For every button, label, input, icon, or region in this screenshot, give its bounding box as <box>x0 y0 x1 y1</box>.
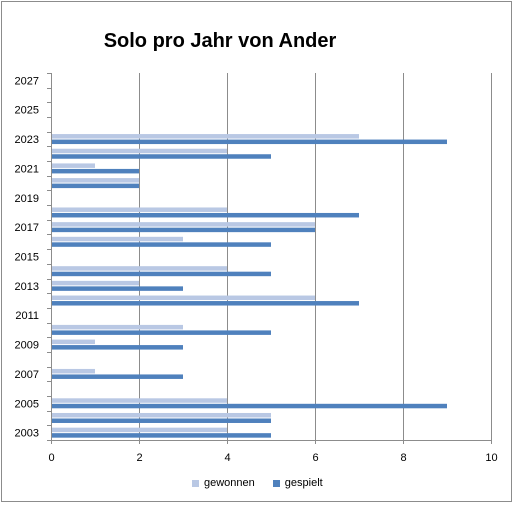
bar-gewonnen-2003 <box>52 427 227 433</box>
bars <box>52 134 447 438</box>
bar-gewonnen-2018 <box>52 207 227 212</box>
x-tick-label-10: 10 <box>485 452 497 464</box>
x-tick-label-6: 6 <box>312 452 318 464</box>
bar-gespielt-2003 <box>52 433 271 438</box>
legend: gewonnen gespielt <box>192 477 323 489</box>
bar-gewonnen-2022 <box>52 148 227 154</box>
bar-gewonnen-2020 <box>52 178 139 183</box>
bar-gewonnen-2004 <box>52 412 271 418</box>
bar-gewonnen-2014 <box>52 266 227 271</box>
y-tick-label-2009: 2009 <box>15 340 39 352</box>
bar-gewonnen-2016 <box>52 236 183 242</box>
bar-gespielt-2023 <box>52 139 447 145</box>
bar-gespielt-2005 <box>52 403 447 409</box>
y-tick-label-2013: 2013 <box>15 281 39 293</box>
x-tick-label-0: 0 <box>48 452 54 464</box>
legend-swatch-gewonnen <box>192 479 199 487</box>
bar-gespielt-2017 <box>52 227 315 233</box>
bar-gespielt-2020 <box>52 183 139 189</box>
y-tick-label-2027: 2027 <box>15 75 39 87</box>
bar-gewonnen-2013 <box>52 280 139 286</box>
bar-gespielt-2018 <box>52 212 359 218</box>
bar-gespielt-2004 <box>52 418 271 423</box>
tick-labels: 0 2 4 6 8 10 2003 2005 2007 2009 2011 2013 2015 2017 2… <box>15 75 498 464</box>
bar-gewonnen-2007 <box>52 368 95 374</box>
x-tick-label-2: 2 <box>136 452 142 464</box>
bar-gewonnen-2012 <box>52 295 315 301</box>
bar-gewonnen-2009 <box>52 339 95 345</box>
bar-gespielt-2012 <box>52 301 359 306</box>
x-tick-label-8: 8 <box>400 452 406 464</box>
bar-gewonnen-2021 <box>52 163 95 168</box>
axes <box>47 73 492 444</box>
y-tick-label-2021: 2021 <box>15 163 39 175</box>
grid-lines <box>139 73 492 440</box>
bar-gewonnen-2017 <box>52 222 315 227</box>
y-tick-label-2025: 2025 <box>15 105 39 117</box>
bar-gespielt-2007 <box>52 374 183 379</box>
chart-title: Solo pro Jahr von Ander <box>103 30 337 52</box>
legend-label-gewonnen: gewonnen <box>204 477 255 489</box>
bar-gespielt-2010 <box>52 330 271 335</box>
bar-gespielt-2013 <box>52 286 183 291</box>
legend-label-gespielt: gespielt <box>284 477 323 489</box>
legend-item-gewonnen: gewonnen <box>192 477 255 489</box>
bar-gewonnen-2010 <box>52 324 183 330</box>
bar-gespielt-2014 <box>52 271 271 277</box>
y-tick-label-2019: 2019 <box>15 193 39 205</box>
y-tick-label-2015: 2015 <box>15 252 39 264</box>
bar-gespielt-2016 <box>52 242 271 247</box>
y-tick-label-2003: 2003 <box>15 428 39 440</box>
x-tick-label-4: 4 <box>224 452 230 464</box>
bar-gewonnen-2023 <box>52 134 359 139</box>
legend-item-gespielt: gespielt <box>272 477 323 489</box>
bar-gespielt-2021 <box>52 168 139 174</box>
y-tick-label-2011: 2011 <box>15 310 39 322</box>
bar-gespielt-2022 <box>52 154 271 159</box>
y-tick-label-2023: 2023 <box>15 134 39 146</box>
y-tick-label-2005: 2005 <box>15 398 39 410</box>
y-tick-label-2007: 2007 <box>15 369 39 381</box>
y-tick-label-2017: 2017 <box>15 222 39 234</box>
bar-gewonnen-2005 <box>52 398 227 403</box>
bar-gespielt-2009 <box>52 345 183 350</box>
legend-swatch-gespielt <box>272 479 280 487</box>
